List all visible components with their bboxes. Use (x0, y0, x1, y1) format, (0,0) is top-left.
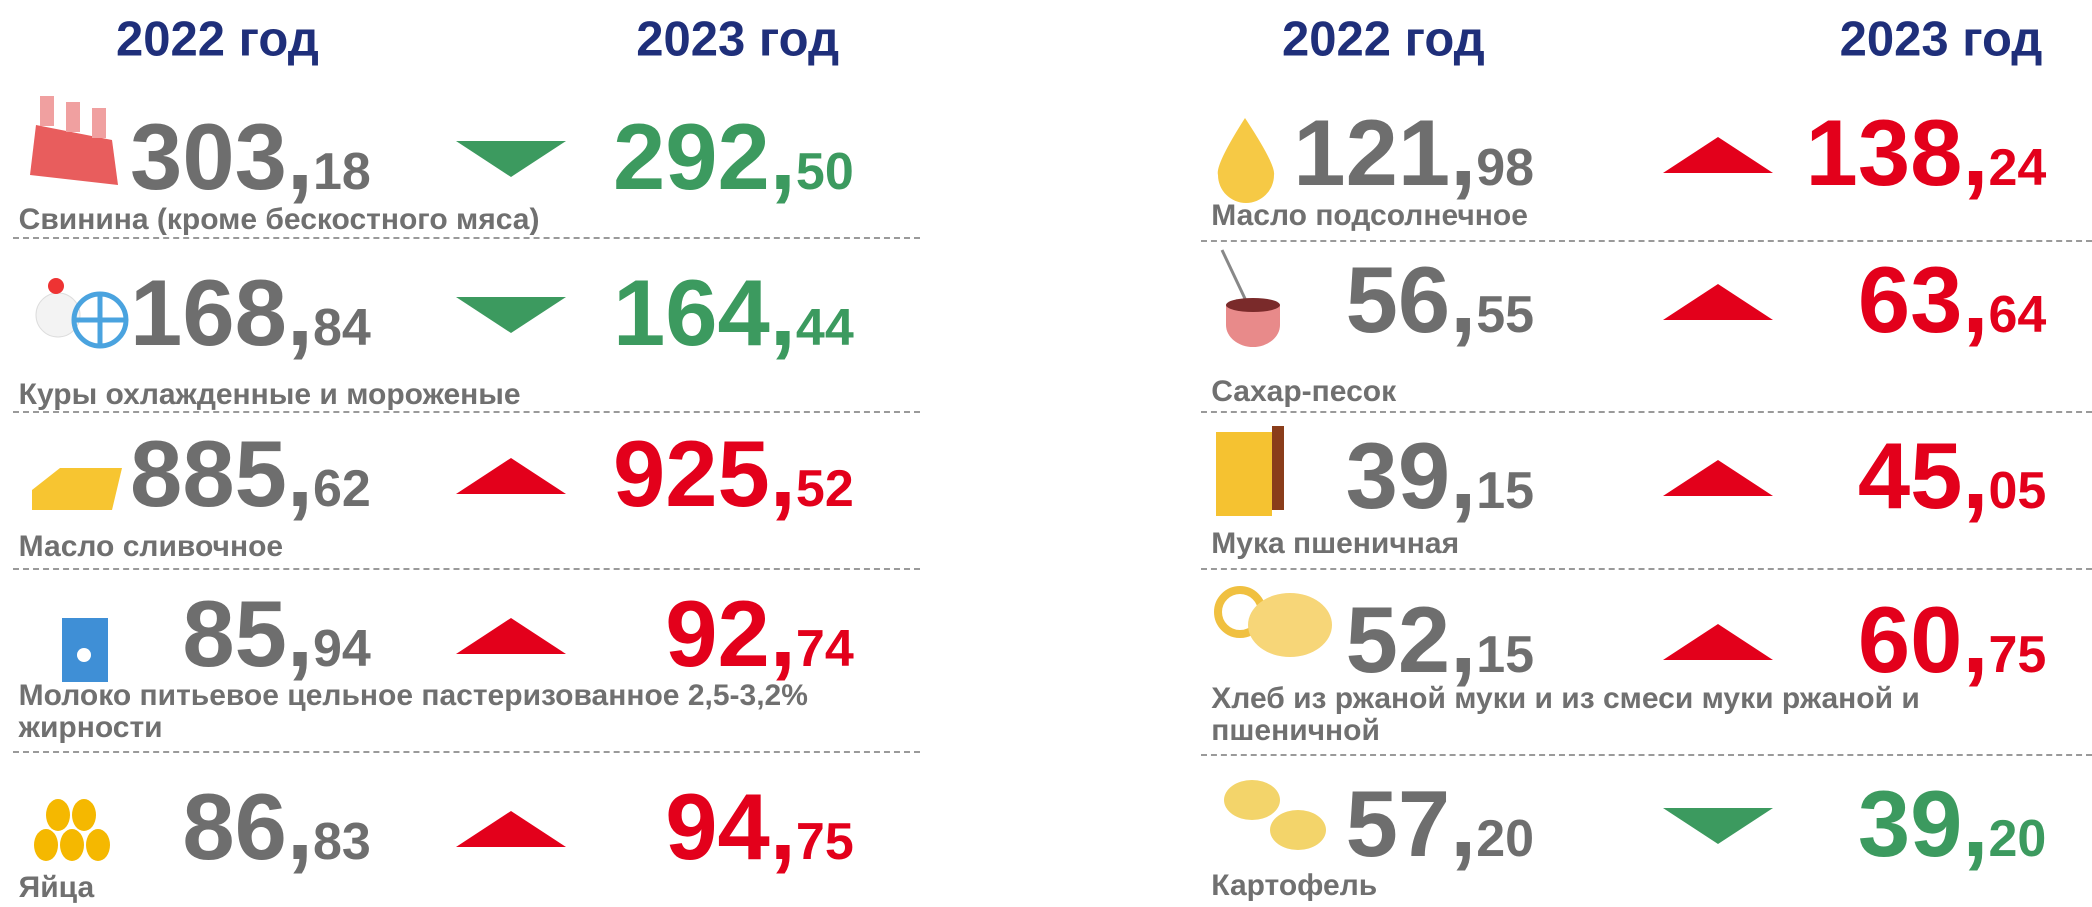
arrow-up (455, 617, 566, 654)
arrow-down (1663, 808, 1774, 845)
milk-icon (62, 618, 108, 682)
arrow-up (455, 457, 566, 494)
arrow-shape (455, 811, 566, 848)
price: 60,75 (1857, 587, 2047, 693)
item-name: Хлеб из ржаной муки и из смеси муки ржан… (1211, 682, 1920, 747)
price: 52,15 (1345, 587, 1535, 693)
arrow-shape (455, 457, 566, 494)
price: 45,05 (1857, 423, 2047, 529)
arrow-shape (1663, 624, 1774, 661)
price: 292,50 (612, 104, 854, 210)
year-header: 2022 год (1281, 12, 1485, 67)
arrow-down (455, 297, 566, 334)
price: 94,75 (665, 774, 854, 880)
price: 303,18 (130, 104, 371, 210)
separator (1200, 240, 2092, 243)
price: 925,52 (612, 420, 854, 526)
price: 168,84 (130, 260, 371, 366)
bread-icon (1214, 586, 1332, 657)
price: 885,62 (130, 420, 371, 526)
year-header: 2022 год (116, 12, 319, 67)
arrow-shape (1663, 460, 1774, 497)
price: 138,24 (1805, 100, 2047, 206)
price: 63,64 (1857, 247, 2047, 353)
item-name: Масло сливочное (18, 529, 284, 563)
item-name: Куры охлажденные и мороженые (18, 377, 521, 411)
pork-icon (30, 96, 118, 185)
price: 121,98 (1293, 100, 1535, 206)
sugar-icon (1220, 249, 1280, 347)
arrow-shape (1663, 808, 1774, 845)
butter-icon (32, 468, 122, 510)
item-name: Картофель (1211, 868, 1378, 902)
price: 39,15 (1345, 423, 1535, 529)
arrow-up (455, 811, 566, 848)
separator (13, 410, 921, 413)
item-name: Сахар-песок (1211, 375, 1397, 409)
arrow-shape (1663, 137, 1774, 174)
arrow-shape (1663, 284, 1774, 321)
year-header: 2023 год (636, 12, 840, 67)
arrow-up (1663, 284, 1774, 321)
arrow-shape (455, 297, 566, 334)
item-name: Яйца (18, 871, 95, 905)
arrow-shape (455, 141, 566, 178)
price: 164,44 (612, 260, 854, 366)
item-name: Мука пшеничная (1211, 527, 1460, 561)
chicken-icon (35, 278, 129, 349)
arrow-up (1663, 460, 1774, 497)
flour-icon (1216, 426, 1284, 516)
separator (13, 237, 921, 240)
arrow-up (1663, 624, 1774, 661)
price: 85,94 (182, 580, 371, 686)
year-header: 2023 год (1839, 12, 2043, 67)
oil-icon (1217, 118, 1275, 203)
price: 86,83 (182, 774, 371, 880)
potato-icon (1224, 780, 1326, 850)
item-name: Свинина (кроме бескостного мяса) (18, 203, 540, 237)
separator (13, 568, 921, 571)
arrow-up (1663, 137, 1774, 174)
separator (13, 751, 921, 754)
eggs-icon (34, 799, 110, 861)
arrow-shape (455, 617, 566, 654)
price: 56,55 (1345, 247, 1535, 353)
separator (1200, 410, 2092, 413)
arrow-down (455, 141, 566, 178)
price: 57,20 (1345, 771, 1535, 877)
price: 39,20 (1857, 771, 2047, 877)
price: 92,74 (665, 580, 854, 686)
separator (1200, 568, 2092, 571)
item-name: Молоко питьевое цельное пастеризованное … (18, 679, 808, 745)
item-name: Масло подсолнечное (1211, 199, 1528, 233)
separator (1200, 753, 2092, 756)
